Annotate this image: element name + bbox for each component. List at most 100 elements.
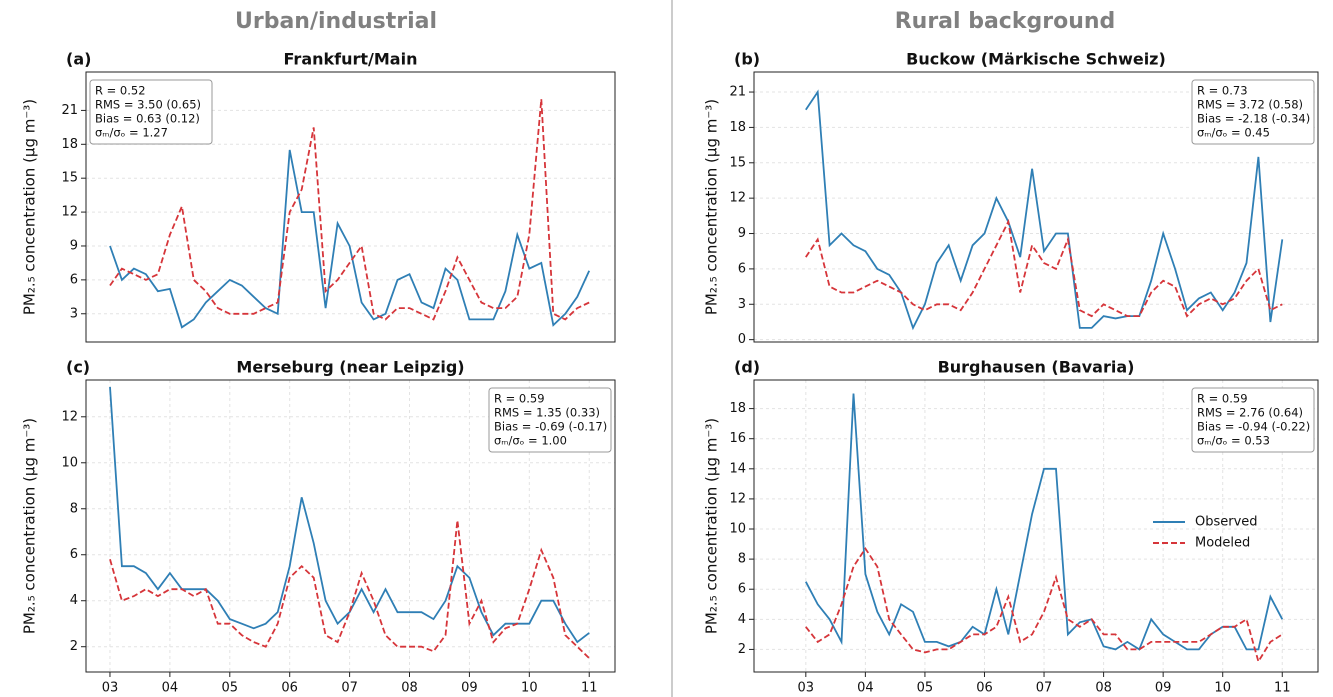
panel-label: (a) (66, 50, 91, 69)
x-tick-label: 11 (1274, 681, 1291, 696)
plot-frame (85, 379, 616, 673)
legend-label: Modeled (1195, 536, 1250, 551)
stats-text: RMS = 3.50 (0.65) (95, 98, 201, 112)
x-tick-label: 04 (857, 681, 874, 696)
plot-frame (753, 71, 1319, 343)
panel: 2 4 6 8 10 12 03 04 05 06 07 08 09 10 11 (c) Merseburg (… (21, 358, 616, 696)
y-tick-label: 4 (70, 593, 78, 608)
panel: 3 6 9 12 15 18 21 (a) Frankfurt/Main PM₂.₅ concen… (21, 50, 616, 343)
stats-text: RMS = 3.72 (0.58) (1197, 98, 1303, 112)
x-tick-label: 05 (917, 681, 934, 696)
panel-title: Frankfurt/Main (284, 50, 418, 69)
panel-label: (d) (734, 358, 760, 377)
stats-text: R = 0.52 (95, 84, 146, 98)
y-axis-label: PM₂.₅ concentration (μg m⁻³) (21, 99, 39, 315)
column-header: Urban/industrial (235, 9, 437, 34)
plot-frame (753, 379, 1319, 673)
legend-label: Observed (1195, 515, 1258, 530)
y-tick-label: 21 (729, 85, 746, 100)
y-tick-label: 8 (738, 552, 746, 567)
x-tick-label: 04 (162, 681, 179, 696)
y-tick-label: 12 (729, 191, 746, 206)
data-line (805, 546, 1283, 664)
x-tick-label: 07 (341, 681, 358, 696)
stats-text: RMS = 1.35 (0.33) (494, 406, 600, 420)
stats-text: R = 0.59 (1197, 392, 1248, 406)
stats-text: σₘ/σₒ = 0.45 (1197, 126, 1270, 140)
stats-text: R = 0.73 (1197, 84, 1248, 98)
y-tick-label: 14 (729, 461, 746, 476)
stats-text: RMS = 2.76 (0.64) (1197, 406, 1303, 420)
stats-text: σₘ/σₒ = 1.00 (494, 434, 567, 448)
y-tick-label: 12 (61, 205, 78, 220)
y-tick-label: 6 (738, 261, 746, 276)
stats-text: R = 0.59 (494, 392, 545, 406)
panel: 0 3 6 9 12 15 18 21 (b) Buckow (Märkische Schweiz… (703, 50, 1319, 347)
x-tick-label: 09 (1155, 681, 1172, 696)
stats-box (1191, 387, 1315, 453)
y-tick-label: 18 (729, 120, 746, 135)
y-tick-label: 4 (738, 612, 746, 627)
y-tick-label: 18 (61, 137, 78, 152)
y-tick-label: 0 (738, 332, 746, 347)
y-axis-label: PM₂.₅ concentration (μg m⁻³) (21, 418, 39, 634)
x-tick-label: 06 (976, 681, 993, 696)
y-tick-label: 12 (61, 409, 78, 424)
y-tick-label: 3 (738, 297, 746, 312)
x-tick-label: 03 (798, 681, 815, 696)
stats-box (488, 387, 612, 453)
y-tick-label: 6 (70, 272, 78, 287)
x-tick-label: 09 (461, 681, 478, 696)
stats-text: Bias = 0.63 (0.12) (95, 112, 200, 126)
y-tick-label: 21 (61, 103, 78, 118)
column-header: Rural background (895, 9, 1116, 34)
data-line (805, 393, 1284, 651)
panel-title: Burghausen (Bavaria) (938, 358, 1135, 377)
y-tick-label: 15 (729, 155, 746, 170)
panel: 2 4 6 8 10 12 14 16 18 03 04 05 06 07 08 09 10 11 (d) Burgh… (703, 358, 1319, 696)
data-line (109, 520, 590, 659)
y-tick-label: 9 (70, 238, 78, 253)
y-tick-label: 6 (70, 547, 78, 562)
x-tick-label: 03 (102, 681, 119, 696)
panel-title: Buckow (Märkische Schweiz) (906, 50, 1166, 69)
stats-text: Bias = -2.18 (-0.34) (1197, 112, 1310, 126)
panel-title: Merseburg (near Leipzig) (236, 358, 464, 377)
y-tick-label: 18 (729, 401, 746, 416)
stats-text: Bias = -0.69 (-0.17) (494, 420, 607, 434)
y-tick-label: 10 (61, 455, 78, 470)
x-tick-label: 11 (581, 681, 598, 696)
stats-text: σₘ/σₒ = 1.27 (95, 126, 168, 140)
data-line (805, 89, 1284, 331)
data-line (109, 149, 591, 329)
y-tick-label: 9 (738, 226, 746, 241)
x-tick-label: 05 (222, 681, 239, 696)
data-line (805, 218, 1283, 318)
y-tick-label: 15 (61, 171, 78, 186)
y-tick-label: 16 (729, 431, 746, 446)
stats-box (1191, 79, 1315, 145)
stats-box (89, 79, 213, 145)
x-tick-label: 07 (1036, 681, 1053, 696)
stats-text: Bias = -0.94 (-0.22) (1197, 420, 1310, 434)
x-tick-label: 08 (401, 681, 418, 696)
x-tick-label: 10 (1214, 681, 1231, 696)
y-tick-label: 2 (70, 639, 78, 654)
y-tick-label: 3 (70, 306, 78, 321)
y-tick-label: 8 (70, 501, 78, 516)
stats-text: σₘ/σₒ = 0.53 (1197, 434, 1270, 448)
y-tick-label: 10 (729, 522, 746, 537)
panel-label: (c) (66, 358, 90, 377)
data-line (109, 99, 590, 321)
data-line (109, 386, 590, 644)
y-tick-label: 12 (729, 491, 746, 506)
y-tick-label: 6 (738, 582, 746, 597)
x-tick-label: 08 (1095, 681, 1112, 696)
x-tick-label: 06 (281, 681, 298, 696)
y-tick-label: 2 (738, 642, 746, 657)
y-axis-label: PM₂.₅ concentration (μg m⁻³) (703, 99, 721, 315)
y-axis-label: PM₂.₅ concentration (μg m⁻³) (703, 418, 721, 634)
panel-label: (b) (734, 50, 760, 69)
x-tick-label: 10 (521, 681, 538, 696)
